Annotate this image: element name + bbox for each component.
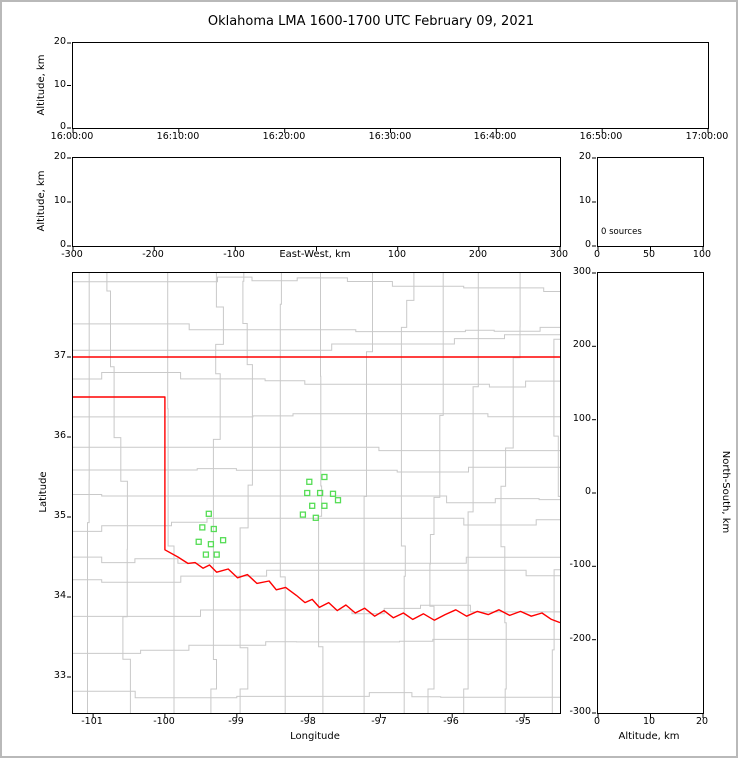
ns-height-panel <box>597 272 704 714</box>
ns-height-right-label: North-South, km <box>720 450 731 534</box>
ytick-label: 100 <box>572 413 591 424</box>
xtick-label: 16:30:00 <box>368 131 412 142</box>
ytick-label: 0 <box>59 121 66 132</box>
ns-height-xlabel: Altitude, km <box>618 731 680 742</box>
ytick-label: 10 <box>578 195 591 206</box>
xtick-label: 100 <box>387 249 407 260</box>
ytick-label: 0 <box>584 486 591 497</box>
ytick-label: 200 <box>572 339 591 350</box>
histogram-panel: 0 sources <box>597 157 704 247</box>
ytick-label: 34 <box>53 590 66 601</box>
figure-title: Oklahoma LMA 1600-1700 UTC February 09, … <box>207 14 535 29</box>
xtick-label: 16:10:00 <box>156 131 200 142</box>
xtick-label: 10 <box>642 716 656 727</box>
xtick-label: -101 <box>81 716 103 727</box>
ytick-label: 10 <box>53 195 66 206</box>
ytick-label: 33 <box>53 670 66 681</box>
ytick-label: -300 <box>569 706 591 717</box>
xtick-label: 16:00:00 <box>50 131 94 142</box>
xtick-label: 16:20:00 <box>262 131 306 142</box>
ytick-label: 0 <box>59 239 66 250</box>
ytick-label: 10 <box>53 79 66 90</box>
xtick-label: 300 <box>549 249 569 260</box>
ew-height-xlabel: East-West, km <box>279 249 351 260</box>
ytick-label: 20 <box>53 36 66 47</box>
xtick-label: -96 <box>443 716 459 727</box>
source-count-annotation: 0 sources <box>601 227 642 237</box>
xtick-label: 200 <box>468 249 488 260</box>
map-ylabel: Latitude <box>38 471 49 513</box>
xtick-label: -99 <box>228 716 244 727</box>
xtick-label: 100 <box>692 249 712 260</box>
xtick-label: -100 <box>223 249 245 260</box>
xtick-label: -97 <box>371 716 387 727</box>
xtick-label: -95 <box>515 716 531 727</box>
xtick-label: 16:50:00 <box>579 131 623 142</box>
ytick-label: 36 <box>53 430 66 441</box>
xtick-label: 20 <box>695 716 709 727</box>
map-plot-svg <box>73 273 560 713</box>
ytick-label: 37 <box>53 350 66 361</box>
ytick-label: 0 <box>584 239 591 250</box>
ytick-label: 20 <box>53 151 66 162</box>
ytick-label: -100 <box>569 559 591 570</box>
ew-height-panel <box>72 157 561 247</box>
xtick-label: 0 <box>593 249 601 260</box>
xtick-label: 0 <box>593 716 601 727</box>
map-xlabel: Longitude <box>290 731 340 742</box>
xtick-label: -200 <box>142 249 164 260</box>
xtick-label: -100 <box>153 716 175 727</box>
xtick-label: 17:00:00 <box>685 131 729 142</box>
time-height-panel <box>72 42 709 129</box>
xtick-label: -98 <box>300 716 316 727</box>
ytick-label: 20 <box>578 151 591 162</box>
xtick-label: 16:40:00 <box>473 131 517 142</box>
map-panel <box>72 272 561 714</box>
xtick-label: -300 <box>61 249 83 260</box>
ytick-label: -200 <box>569 633 591 644</box>
ytick-label: 300 <box>572 266 591 277</box>
xtick-label: 50 <box>642 249 656 260</box>
ytick-label: 35 <box>53 510 66 521</box>
